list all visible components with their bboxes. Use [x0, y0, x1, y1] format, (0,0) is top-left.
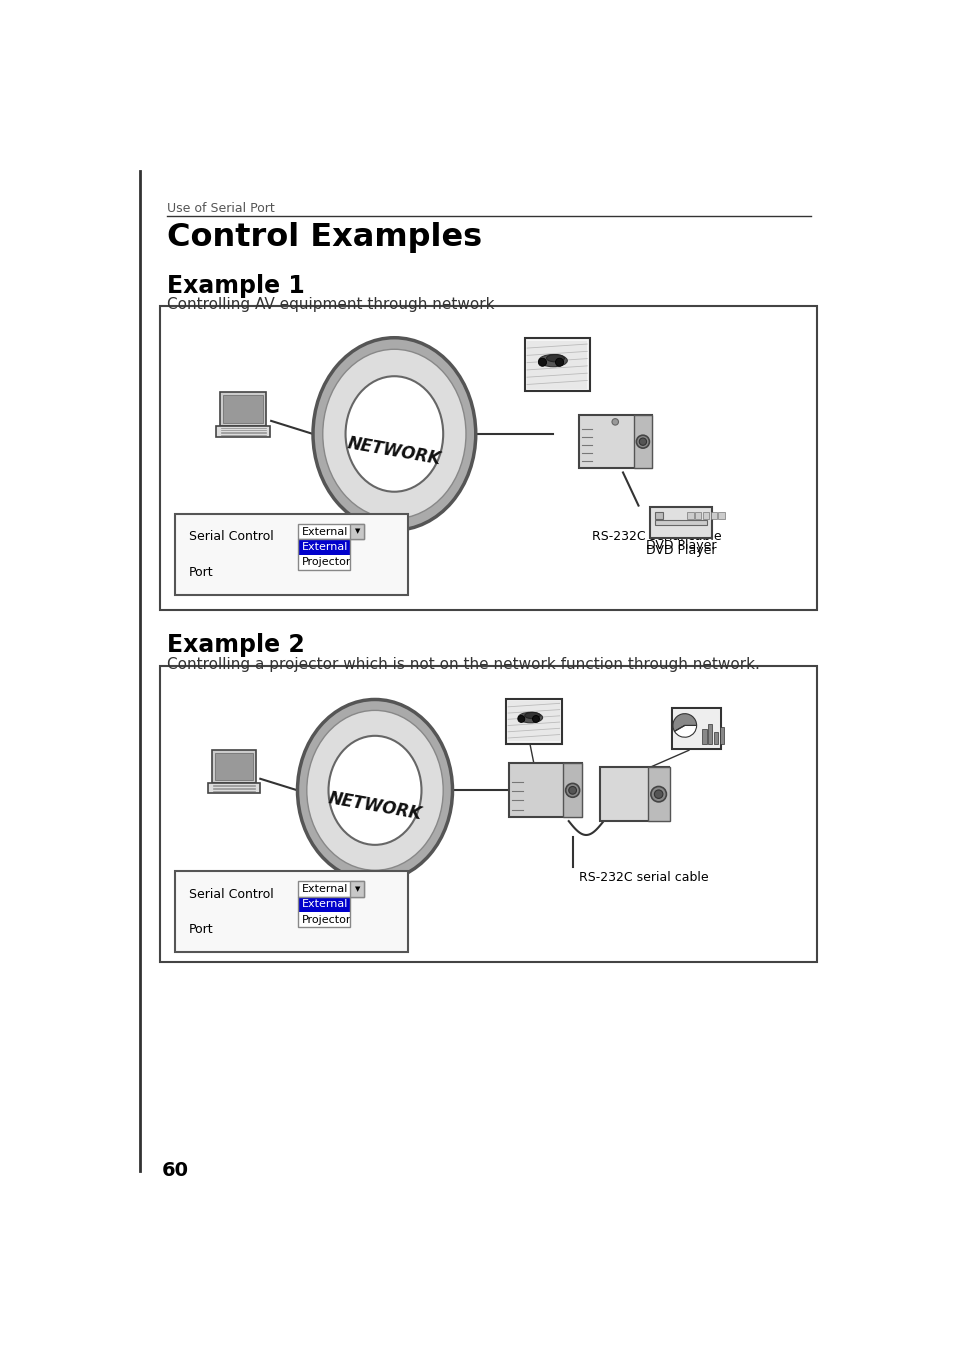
Ellipse shape	[345, 376, 443, 492]
Ellipse shape	[636, 435, 649, 448]
Text: RS-232C serial cable: RS-232C serial cable	[592, 530, 720, 544]
Text: RS-232C serial cable: RS-232C serial cable	[578, 871, 708, 884]
Bar	[214, 753, 253, 780]
Bar	[298, 911, 350, 927]
Text: Control Examples: Control Examples	[167, 222, 482, 253]
Circle shape	[517, 715, 524, 722]
Text: DVD Player: DVD Player	[645, 539, 716, 553]
Bar	[634, 415, 651, 468]
Bar	[707, 725, 712, 744]
Text: DVD Player: DVD Player	[645, 544, 716, 557]
Text: External: External	[302, 884, 348, 894]
Bar	[526, 341, 587, 388]
Bar	[505, 699, 561, 744]
Ellipse shape	[650, 787, 666, 802]
Bar	[208, 783, 259, 792]
Ellipse shape	[517, 713, 542, 723]
Bar	[298, 882, 364, 896]
Ellipse shape	[307, 710, 443, 871]
Bar	[508, 700, 559, 741]
Bar	[654, 512, 661, 519]
Ellipse shape	[654, 790, 662, 799]
Text: External: External	[302, 899, 348, 909]
Ellipse shape	[546, 354, 564, 362]
Bar	[159, 307, 816, 610]
Bar	[578, 415, 651, 468]
Ellipse shape	[568, 787, 576, 794]
Text: Port: Port	[189, 566, 213, 579]
Bar	[298, 539, 350, 571]
Bar	[508, 764, 581, 817]
Bar	[710, 512, 716, 519]
Bar	[298, 896, 350, 911]
Bar	[524, 338, 589, 391]
Bar	[654, 521, 707, 525]
Bar	[223, 395, 263, 423]
Bar	[159, 665, 816, 963]
Bar	[686, 512, 693, 519]
Bar	[647, 767, 669, 821]
Bar	[298, 539, 350, 554]
Bar	[350, 523, 364, 539]
Circle shape	[555, 358, 563, 366]
Circle shape	[532, 715, 538, 722]
Bar	[702, 512, 708, 519]
Text: Projector: Projector	[302, 914, 352, 925]
Bar	[298, 523, 364, 539]
Text: NETWORK: NETWORK	[327, 790, 423, 823]
Bar	[216, 426, 270, 437]
Wedge shape	[674, 726, 696, 737]
Text: Projector: Projector	[302, 557, 352, 568]
Text: Port: Port	[189, 923, 213, 936]
Bar	[713, 731, 718, 744]
Bar	[298, 896, 350, 927]
Ellipse shape	[328, 735, 421, 845]
Text: 60: 60	[162, 1161, 189, 1180]
Ellipse shape	[639, 438, 646, 445]
Ellipse shape	[297, 699, 452, 882]
Bar	[174, 872, 407, 952]
Text: ▼: ▼	[355, 529, 359, 534]
Text: Controlling a projector which is not on the network function through network.: Controlling a projector which is not on …	[167, 657, 760, 672]
Bar	[350, 882, 364, 896]
Bar	[562, 764, 581, 817]
Bar	[718, 512, 723, 519]
Ellipse shape	[524, 713, 539, 719]
Text: External: External	[302, 526, 348, 537]
Bar	[599, 767, 669, 821]
Text: Controlling AV equipment through network: Controlling AV equipment through network	[167, 297, 495, 312]
Ellipse shape	[538, 354, 567, 366]
Text: Serial Control: Serial Control	[189, 530, 274, 544]
Bar	[695, 512, 700, 519]
Text: External: External	[302, 542, 348, 552]
Ellipse shape	[322, 349, 465, 519]
Bar	[174, 514, 407, 595]
Bar	[649, 507, 711, 538]
Bar	[212, 750, 255, 783]
Bar	[671, 708, 720, 749]
Text: ▼: ▼	[355, 886, 359, 892]
Text: Use of Serial Port: Use of Serial Port	[167, 201, 274, 215]
Text: Example 2: Example 2	[167, 634, 305, 657]
Bar	[220, 392, 266, 426]
Bar	[719, 727, 723, 744]
Bar	[673, 710, 719, 748]
Text: NETWORK: NETWORK	[346, 434, 442, 468]
Circle shape	[612, 419, 618, 425]
Wedge shape	[672, 714, 696, 731]
Bar	[701, 729, 706, 744]
Bar	[298, 554, 350, 571]
Circle shape	[537, 358, 546, 366]
Text: Example 1: Example 1	[167, 274, 305, 297]
Ellipse shape	[313, 338, 476, 530]
Text: Serial Control: Serial Control	[189, 887, 274, 900]
Ellipse shape	[565, 783, 579, 798]
